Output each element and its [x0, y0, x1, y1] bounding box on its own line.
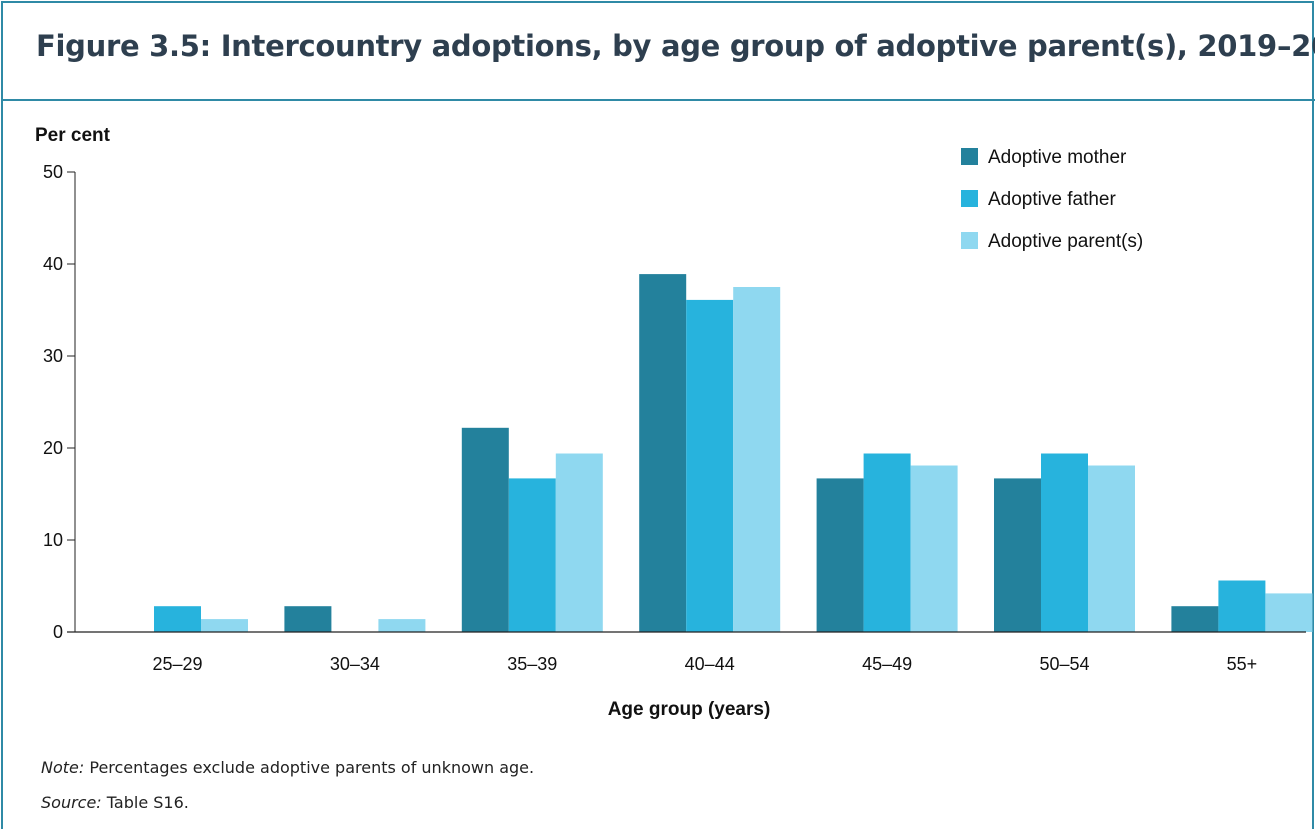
- figure-note: Note: Percentages exclude adoptive paren…: [41, 758, 534, 777]
- bar: [686, 299, 734, 632]
- y-tick-label: 40: [43, 254, 63, 274]
- y-tick-label: 20: [43, 438, 63, 458]
- axes-layer: [67, 171, 1306, 633]
- x-tick-label: 35–39: [507, 654, 557, 674]
- bar-chart: 25–29 30–34 35–39 40–44 45–49 50–54 55+ 0 10 20 30…: [35, 125, 1313, 720]
- legend: Adoptive mother Adoptive father Adoptive p…: [961, 147, 1143, 252]
- y-tick-label: 10: [43, 530, 63, 550]
- figure-title: Figure 3.5: Intercountry adoptions, by a…: [36, 29, 1315, 63]
- x-tick-label: 40–44: [685, 654, 735, 674]
- bar: [154, 606, 201, 632]
- bar: [201, 619, 248, 632]
- note-label: Note:: [41, 758, 85, 777]
- y-axis-title: Per cent: [35, 125, 111, 146]
- legend-swatch: [961, 148, 978, 165]
- bar: [994, 478, 1041, 632]
- bar: [1041, 453, 1088, 632]
- note-text: Percentages exclude adoptive parents of …: [89, 758, 535, 777]
- bar: [1171, 606, 1219, 632]
- x-tick-label: 45–49: [862, 654, 912, 674]
- bar: [816, 478, 864, 632]
- x-tick-label: 50–54: [1039, 654, 1089, 674]
- legend-swatch: [961, 190, 978, 207]
- legend-swatch: [961, 232, 978, 249]
- bar: [1265, 593, 1313, 632]
- figure-source: Source: Table S16.: [41, 793, 189, 812]
- x-tick-label: 30–34: [330, 654, 380, 674]
- y-tick-label: 50: [43, 162, 63, 182]
- ticks-layer: 25–29 30–34 35–39 40–44 45–49 50–54 55+ 0 10 20 30…: [43, 162, 1257, 674]
- bar: [1088, 465, 1135, 632]
- x-axis-title: Age group (years): [608, 699, 771, 720]
- x-tick-label: 25–29: [152, 654, 202, 674]
- bar: [378, 619, 426, 632]
- bar: [508, 478, 556, 632]
- bar: [555, 453, 603, 632]
- bar: [461, 427, 509, 632]
- source-text: Table S16.: [106, 793, 189, 812]
- bar: [639, 274, 687, 632]
- bar: [284, 606, 332, 632]
- source-label: Source:: [41, 793, 102, 812]
- legend-label: Adoptive father: [988, 189, 1116, 210]
- y-tick-label: 0: [53, 622, 63, 642]
- title-divider: [3, 99, 1315, 101]
- x-tick-label: 55+: [1227, 654, 1258, 674]
- bar: [910, 465, 958, 632]
- y-tick-label: 30: [43, 346, 63, 366]
- bar: [863, 453, 911, 632]
- bar: [1218, 580, 1266, 632]
- legend-label: Adoptive mother: [988, 147, 1127, 168]
- bars-layer: [154, 274, 1313, 632]
- legend-label: Adoptive parent(s): [988, 231, 1143, 252]
- bar: [733, 287, 781, 632]
